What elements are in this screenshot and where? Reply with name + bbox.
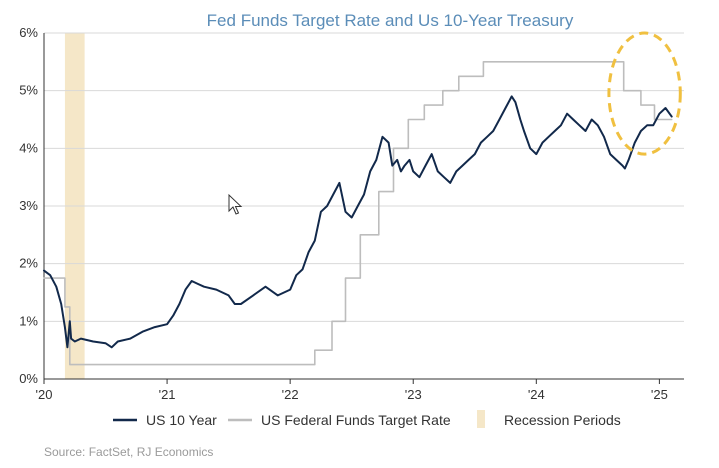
legend-label-fed-funds: US Federal Funds Target Rate: [261, 412, 451, 428]
y-tick-label: 1%: [19, 313, 38, 328]
y-tick-label: 6%: [19, 25, 38, 40]
legend-label-recession: Recession Periods: [504, 412, 621, 428]
legend-label-us-10-year: US 10 Year: [146, 412, 217, 428]
series-layer: [43, 60, 673, 366]
x-tick-label: '21: [159, 387, 176, 402]
arrow-cursor-icon: [228, 193, 243, 215]
axes: 0% 1% 2% 3% 4% 5% 6% '20 '21 '22 '23 '24 '25: [19, 25, 684, 402]
x-tick-label: '23: [405, 387, 422, 402]
series-line-us-10-year: [43, 95, 673, 349]
x-tick-label: '22: [282, 387, 299, 402]
y-tick-label: 3%: [19, 198, 38, 213]
y-tick-label: 4%: [19, 140, 38, 155]
highlight-ellipse: [607, 31, 682, 156]
x-tick-label: '24: [528, 387, 545, 402]
x-tick-label: '25: [651, 387, 668, 402]
x-tick-label: '20: [36, 387, 53, 402]
series-line-fed-funds: [43, 60, 673, 366]
gridlines: [44, 32, 684, 322]
highlight-layer: [607, 31, 682, 156]
legend-swatch-recession: [477, 410, 485, 428]
legend: US 10 Year US Federal Funds Target Rate …: [113, 410, 621, 428]
chart-title: Fed Funds Target Rate and Us 10-Year Tre…: [207, 11, 574, 30]
y-tick-label: 0%: [19, 371, 38, 386]
y-tick-label: 5%: [19, 83, 38, 98]
source-note: Source: FactSet, RJ Economics: [44, 445, 213, 459]
y-tick-label: 2%: [19, 256, 38, 271]
